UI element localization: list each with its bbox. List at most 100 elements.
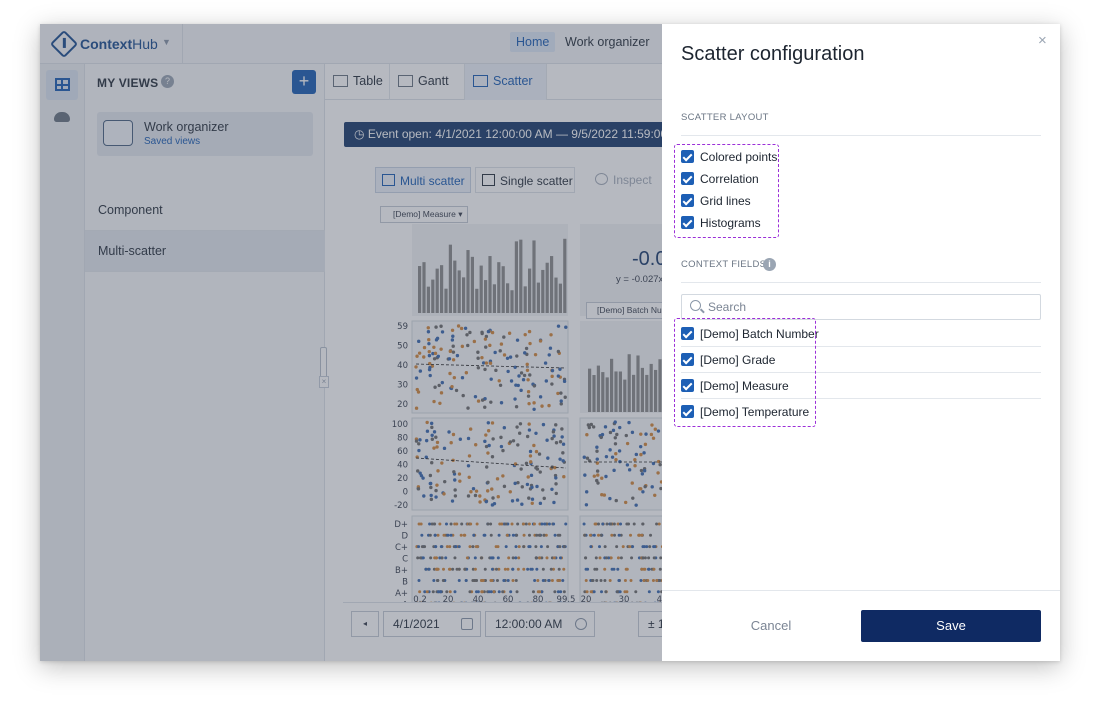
cancel-button[interactable]: Cancel [750, 618, 792, 633]
multi-scatter-button[interactable]: Multi scatter [375, 167, 471, 193]
app-logo[interactable]: ContextHub [49, 29, 158, 59]
scatter-point [627, 420, 631, 425]
histogram-bar [601, 372, 605, 412]
inspect-button[interactable]: Inspect [589, 167, 652, 193]
previous-button[interactable]: ◂ [351, 611, 379, 637]
date-field[interactable]: 4/1/2021 [383, 611, 481, 637]
info-icon[interactable]: i [763, 258, 776, 271]
scatter-point [638, 444, 643, 449]
scatter-point [485, 465, 489, 469]
scatter-point [553, 590, 557, 594]
help-icon[interactable]: ? [161, 75, 174, 88]
histograms-checkbox[interactable]: Histograms [681, 213, 761, 233]
scatter-point [450, 338, 455, 342]
temperature-checkbox[interactable]: [Demo] Temperature [681, 402, 809, 422]
fields-highlight-box [674, 318, 816, 427]
scatter-point [629, 533, 633, 537]
measure-checkbox[interactable]: [Demo] Measure [681, 376, 789, 396]
scatter-point [562, 379, 567, 384]
scatter-point [436, 579, 440, 582]
collapse-icon[interactable]: × [319, 376, 329, 388]
checkbox-label: [Demo] Batch Number [700, 327, 819, 341]
scatter-point [492, 590, 496, 594]
scatter-point [595, 457, 599, 461]
axis-tick-label: 60 [397, 447, 408, 457]
scatter-point [476, 350, 480, 354]
tab-scatter[interactable]: Scatter [465, 64, 547, 100]
tab-gantt[interactable]: Gantt [390, 64, 465, 100]
scatter-point [522, 373, 527, 378]
scatter-point [608, 448, 612, 452]
scatter-point [582, 522, 586, 526]
scatter-point [556, 391, 560, 396]
scatter-point [539, 545, 543, 549]
scatter-point [433, 533, 437, 537]
scatter-point [475, 522, 479, 526]
scatter-point [434, 325, 438, 329]
scatter-point [530, 567, 534, 571]
scatter-point [418, 556, 422, 560]
time-field[interactable]: 12:00:00 AM [485, 611, 595, 637]
scatter-point [603, 425, 608, 429]
rail-cloud-button[interactable] [46, 102, 78, 132]
axis-tick-label: 50 [397, 342, 408, 352]
axis-tick-label: 99.5 [557, 595, 576, 604]
search-input[interactable] [708, 295, 1028, 319]
tab-table[interactable]: Table [325, 64, 390, 100]
histogram-bar [506, 283, 510, 313]
scatter-point [428, 522, 432, 526]
scatter-point [439, 324, 443, 328]
scatter-point [516, 480, 520, 485]
chevron-down-icon[interactable]: ▼ [162, 37, 171, 47]
scatter-point [434, 495, 438, 499]
single-scatter-button[interactable]: Single scatter [475, 167, 575, 193]
nav-home[interactable]: Home [510, 32, 556, 52]
scatter-point [417, 448, 421, 453]
batch-number-checkbox[interactable]: [Demo] Batch Number [681, 324, 819, 344]
scatter-point [511, 567, 515, 571]
scatter-point [527, 401, 531, 406]
scatter-point [515, 354, 519, 358]
scatter-configuration-dialog: Scatter configuration × SCATTER LAYOUT C… [662, 24, 1060, 661]
grade-checkbox[interactable]: [Demo] Grade [681, 350, 775, 370]
scatter-point [517, 556, 521, 560]
multi-scatter-plot: 5950403020100806040200-20D+DC+CB+BA+A0.2… [348, 196, 702, 604]
measure-dropdown[interactable]: [Demo] Measure ▾ [380, 206, 468, 223]
scatter-point [617, 449, 622, 453]
scatter-point [583, 533, 587, 537]
saved-views-link[interactable]: Saved views [144, 136, 201, 147]
work-organizer-card[interactable]: Work organizer Saved views [97, 112, 313, 156]
scatter-point [590, 579, 594, 582]
histogram-bar [492, 284, 496, 313]
scatter-point [551, 430, 556, 434]
scatter-point [605, 522, 609, 526]
scatter-point [630, 481, 634, 485]
modal-backdrop[interactable] [40, 24, 662, 661]
histogram-bar [479, 265, 483, 313]
close-icon[interactable]: × [1038, 32, 1047, 49]
add-view-button[interactable]: + [292, 70, 316, 94]
scatter-point [526, 567, 530, 571]
view-item-multi-scatter[interactable]: Multi-scatter [85, 231, 325, 272]
scatter-point [538, 470, 542, 474]
view-item-component[interactable]: Component [85, 190, 325, 231]
colored-points-checkbox[interactable]: Colored points [681, 147, 777, 167]
scatter-point [483, 367, 487, 372]
scatter-point [484, 444, 489, 449]
subtab-label: Inspect [613, 173, 652, 187]
rail-views-button[interactable] [46, 70, 78, 100]
scatter-point [527, 329, 532, 334]
scatter-point [475, 590, 479, 594]
correlation-checkbox[interactable]: Correlation [681, 169, 759, 189]
scatter-point [416, 469, 420, 473]
scatter-point [653, 427, 658, 431]
scatter-panel [411, 417, 569, 511]
save-button[interactable]: Save [861, 610, 1041, 642]
nav-work-organizer[interactable]: Work organizer [565, 35, 650, 49]
scatter-point [550, 382, 554, 386]
scatter-point [526, 378, 530, 382]
scatter-point [492, 501, 497, 506]
grid-lines-checkbox[interactable]: Grid lines [681, 191, 751, 211]
scatter-point [466, 436, 471, 441]
histogram-bar [554, 277, 558, 313]
